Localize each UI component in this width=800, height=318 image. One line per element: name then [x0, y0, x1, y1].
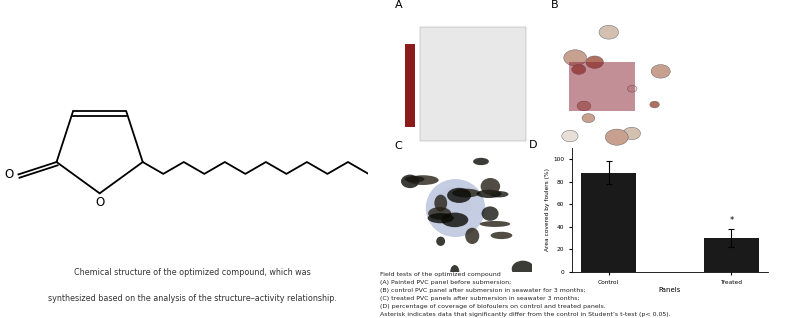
Bar — [406, 44, 415, 128]
Ellipse shape — [405, 176, 424, 182]
Bar — [421, 27, 526, 142]
Text: synthesized based on the analysis of the structure–activity relationship.: synthesized based on the analysis of the… — [47, 294, 337, 303]
Ellipse shape — [577, 101, 590, 111]
Text: (C) treated PVC panels after submersion in seawater 3 months;: (C) treated PVC panels after submersion … — [380, 296, 579, 301]
Ellipse shape — [562, 130, 578, 142]
Ellipse shape — [447, 188, 471, 203]
Ellipse shape — [452, 189, 480, 197]
Text: C: C — [394, 141, 402, 151]
Bar — [570, 62, 635, 111]
Ellipse shape — [572, 65, 586, 74]
Ellipse shape — [481, 178, 500, 195]
Ellipse shape — [490, 232, 512, 239]
Ellipse shape — [426, 179, 485, 237]
Text: (A) Painted PVC panel before submersion;: (A) Painted PVC panel before submersion; — [380, 280, 511, 285]
Ellipse shape — [473, 158, 489, 165]
Text: Asterisk indicates data that significantly differ from the control in Student’s : Asterisk indicates data that significant… — [380, 312, 670, 317]
Bar — [581, 173, 636, 272]
Text: A: A — [394, 0, 402, 10]
Text: D: D — [529, 141, 538, 150]
Ellipse shape — [407, 175, 438, 185]
Ellipse shape — [434, 195, 447, 211]
Ellipse shape — [564, 50, 586, 66]
Ellipse shape — [477, 190, 502, 198]
Ellipse shape — [512, 261, 534, 277]
Text: (D) percentage of coverage of biofoulers on control and treated panels.: (D) percentage of coverage of biofoulers… — [380, 304, 606, 309]
Text: (B) control PVC panel after submersion in seawater for 3 months;: (B) control PVC panel after submersion i… — [380, 288, 586, 293]
Ellipse shape — [599, 25, 618, 39]
Ellipse shape — [436, 237, 445, 246]
Ellipse shape — [482, 206, 498, 221]
Text: *: * — [730, 216, 734, 225]
Bar — [704, 238, 759, 272]
X-axis label: Panels: Panels — [659, 287, 681, 293]
Ellipse shape — [480, 221, 510, 227]
Ellipse shape — [586, 56, 603, 68]
Ellipse shape — [582, 114, 594, 123]
Text: B: B — [550, 0, 558, 10]
Text: Field tests of the optimized compound: Field tests of the optimized compound — [380, 272, 501, 277]
Ellipse shape — [442, 213, 468, 227]
Ellipse shape — [401, 175, 419, 188]
Text: Chemical structure of the optimized compound, which was: Chemical structure of the optimized comp… — [74, 268, 310, 277]
Y-axis label: Area covered by foulers (%): Area covered by foulers (%) — [546, 168, 550, 252]
Ellipse shape — [428, 207, 451, 220]
Ellipse shape — [623, 127, 641, 140]
Ellipse shape — [606, 129, 628, 145]
Ellipse shape — [434, 187, 471, 222]
Ellipse shape — [450, 265, 459, 278]
Ellipse shape — [428, 213, 454, 223]
Ellipse shape — [466, 228, 479, 244]
Text: O: O — [95, 196, 104, 209]
Ellipse shape — [650, 101, 659, 108]
Text: O: O — [4, 168, 14, 181]
Ellipse shape — [490, 191, 509, 197]
Ellipse shape — [651, 65, 670, 78]
Ellipse shape — [627, 86, 637, 92]
